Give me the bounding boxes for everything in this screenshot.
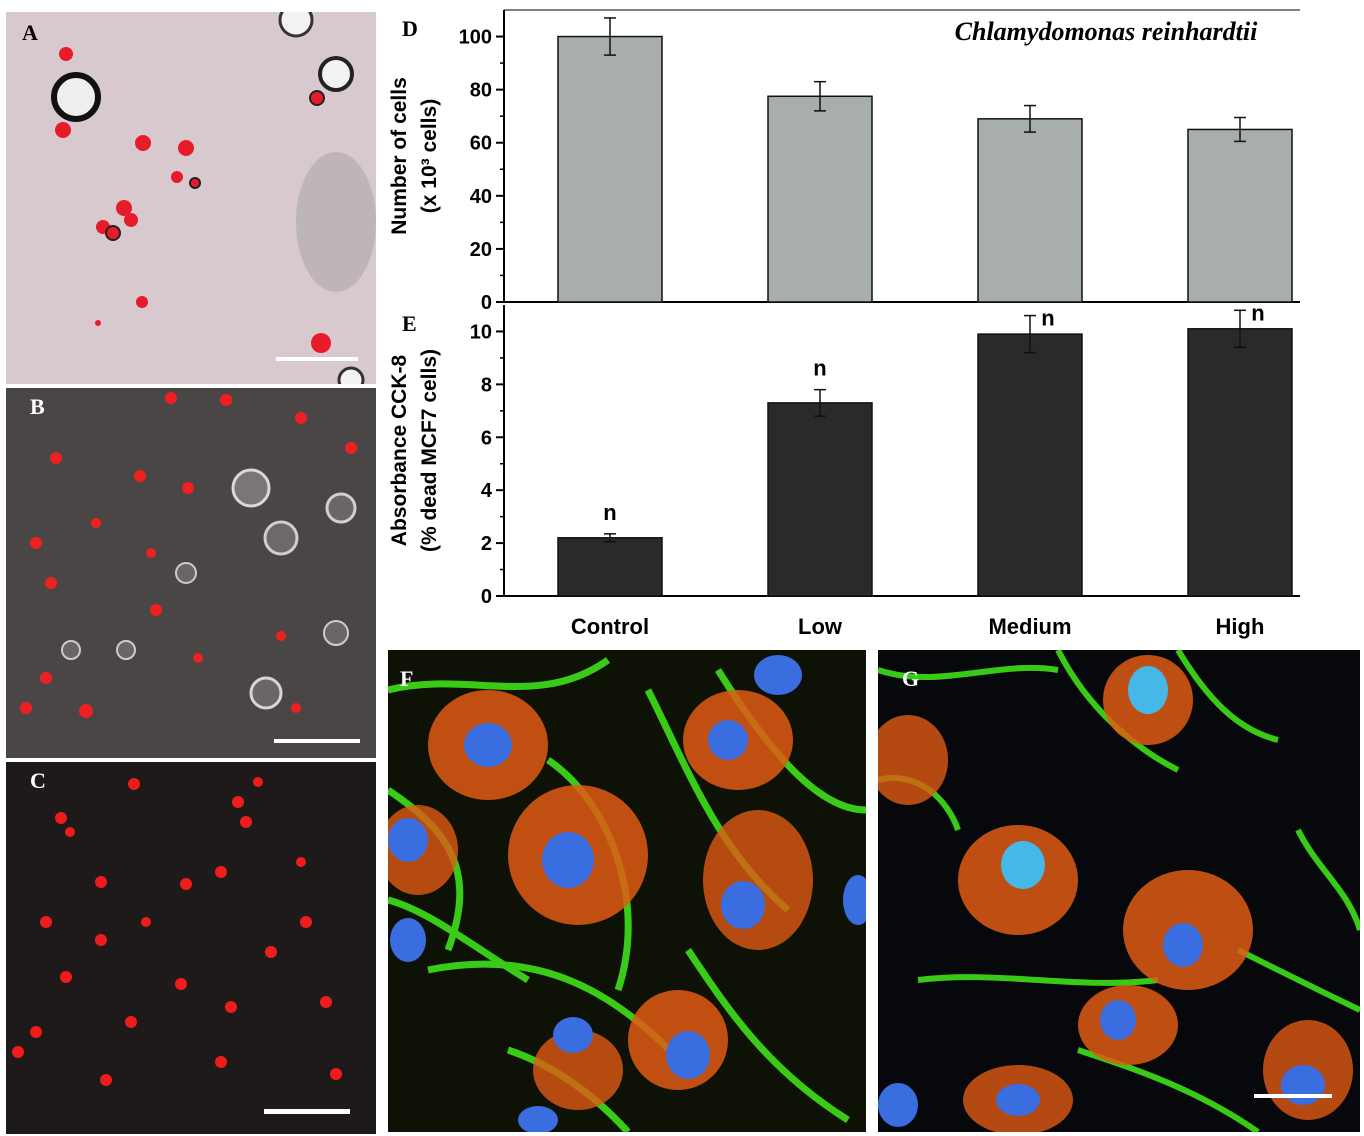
y-tick-label: 0 xyxy=(481,292,492,314)
y-axis-label-line2: (% dead MCF7 cells) xyxy=(418,349,441,552)
x-category-label: High xyxy=(1216,614,1265,639)
y-tick-label: 80 xyxy=(470,80,492,102)
panel-label: D xyxy=(402,16,418,41)
chart-e: 0 2 4 6 8 10 Absorbance CCK-8 (% dead MCF7 cell… xyxy=(388,300,1300,639)
bar xyxy=(767,402,873,597)
fluorescence-f-image xyxy=(388,650,866,1132)
micrograph-panel-a: A xyxy=(6,12,376,384)
panel-label: E xyxy=(402,311,417,336)
y-axis-label-line1: Number of cells xyxy=(388,77,411,235)
chart-d: 0 20 40 60 80 100 Number of cells (x 10³ cells)… xyxy=(388,9,1300,314)
panel-label-b: B xyxy=(30,394,45,419)
panel-label-c: C xyxy=(30,768,46,793)
bar xyxy=(1187,128,1293,303)
y-tick-label: 8 xyxy=(481,374,492,396)
x-category-label: Medium xyxy=(988,614,1071,639)
micrograph-panel-c: C xyxy=(6,762,376,1134)
bar xyxy=(977,118,1083,303)
scale-bar xyxy=(264,1109,350,1114)
micrograph-b-image xyxy=(6,388,376,758)
micrograph-panel-b: B xyxy=(6,388,376,758)
y-tick-label: 60 xyxy=(470,133,492,155)
bar xyxy=(557,537,663,597)
y-tick-label: 40 xyxy=(470,186,492,208)
fluorescence-panel-f: F xyxy=(388,650,866,1132)
y-axis-label-line1: Absorbance CCK-8 xyxy=(388,354,411,546)
y-tick-label: 2 xyxy=(481,533,492,555)
significance-label: n xyxy=(813,356,826,381)
scale-bar xyxy=(1254,1094,1332,1098)
y-tick-label: 100 xyxy=(459,27,492,49)
y-tick-label: 6 xyxy=(481,427,492,449)
bar xyxy=(1187,328,1293,597)
panel-label-a: A xyxy=(22,20,38,45)
fluorescence-panel-g: G xyxy=(878,650,1360,1132)
y-tick-label: 20 xyxy=(470,239,492,261)
panel-label-f: F xyxy=(400,666,414,691)
y-tick-label: 10 xyxy=(470,321,492,343)
bar xyxy=(767,95,873,303)
y-tick-label: 4 xyxy=(481,480,493,502)
significance-label: n xyxy=(603,500,616,525)
x-category-label: Control xyxy=(571,614,649,639)
bar xyxy=(977,333,1083,597)
chart-title: Chlamydomonas reinhardtii xyxy=(955,17,1258,46)
y-axis-label-line2: (x 10³ cells) xyxy=(418,99,441,213)
x-category-label: Low xyxy=(798,614,843,639)
micrograph-c-image xyxy=(6,762,376,1134)
micrograph-a-image xyxy=(6,12,376,384)
fluorescence-g-image xyxy=(878,650,1360,1132)
significance-label: n xyxy=(1251,300,1264,325)
bar xyxy=(557,35,663,303)
panel-label-g: G xyxy=(902,666,920,691)
scale-bar xyxy=(276,357,358,361)
scale-bar xyxy=(274,739,360,743)
significance-label: n xyxy=(1041,306,1054,331)
y-tick-label: 0 xyxy=(481,586,492,608)
